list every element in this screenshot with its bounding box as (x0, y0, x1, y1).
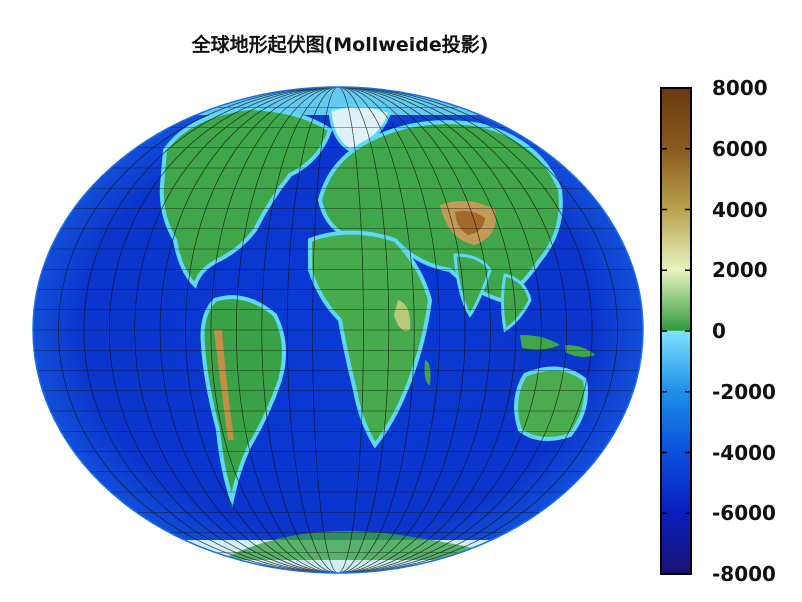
colorbar-tick-label: -2000 (712, 379, 776, 404)
australia (514, 366, 588, 441)
andes (214, 330, 234, 440)
colorbar-tick-label: -8000 (712, 562, 776, 586)
colorbar-tick-label: -6000 (712, 501, 776, 526)
map-title: 全球地形起伏图(Mollweide投影) (191, 34, 489, 56)
indonesia (520, 335, 560, 350)
india (453, 253, 492, 318)
globe-outline (32, 86, 644, 574)
globe (33, 87, 643, 573)
east-africa-highlands (394, 300, 411, 331)
colorbar-tick-label: 4000 (712, 197, 768, 222)
graticule (33, 87, 643, 573)
africa (308, 230, 433, 449)
colorbar-tick-label: 0 (712, 319, 726, 343)
madagascar (424, 360, 431, 385)
southeast-asia (501, 273, 532, 333)
colorbar (660, 87, 692, 575)
colorbar-tick-label: 2000 (712, 258, 768, 283)
colorbar-ticks (661, 87, 691, 575)
colorbar-tick-label: 6000 (712, 136, 768, 161)
colorbar-tick-label: 8000 (712, 76, 768, 100)
colorbar-tick-label: -4000 (712, 440, 776, 465)
new-guinea (565, 345, 595, 357)
